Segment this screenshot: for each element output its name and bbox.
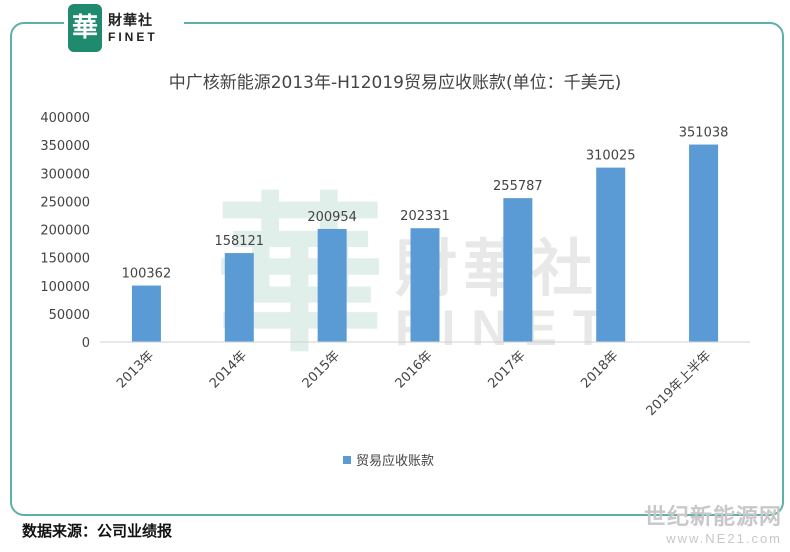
y-tick-label: 400000 bbox=[40, 111, 90, 126]
logo-seal: 華 bbox=[68, 4, 102, 52]
x-axis: 2013年 2014年 2015年 2016年 2017年 2018年 2019年上半年 bbox=[100, 341, 750, 419]
legend-swatch bbox=[343, 456, 351, 464]
y-tick-label: 200000 bbox=[40, 224, 90, 239]
bar bbox=[503, 198, 533, 342]
bar-data-label: 255787 bbox=[493, 179, 543, 194]
corner-watermark-url: www.NE21.com bbox=[666, 531, 782, 546]
bar bbox=[410, 228, 440, 342]
data-source: 数据来源：公司业绩报 bbox=[22, 522, 173, 540]
bar-data-label: 100362 bbox=[122, 267, 172, 282]
y-axis: 0 50000 100000 150000 200000 250000 300000 3500… bbox=[40, 111, 90, 351]
chart-title: 中广核新能源2013年-H12019贸易应收账款(单位：千美元) bbox=[169, 73, 622, 93]
corner-watermark-cn: 世纪新能源网 bbox=[643, 505, 782, 530]
logo-brand-en: FINET bbox=[108, 30, 158, 44]
bar bbox=[689, 144, 719, 342]
bar bbox=[224, 253, 254, 342]
finet-logo: 華 財華社 FINET bbox=[64, 4, 184, 56]
y-tick-label: 150000 bbox=[40, 252, 90, 267]
logo-brand-cn: 財華社 bbox=[108, 13, 153, 29]
legend-label: 贸易应收账款 bbox=[356, 453, 434, 469]
y-tick-label: 0 bbox=[82, 336, 90, 351]
corner-watermark: 世纪新能源网 www.NE21.com bbox=[644, 499, 782, 546]
y-tick-label: 50000 bbox=[49, 308, 90, 323]
chart-frame bbox=[10, 22, 784, 516]
x-tick-label: 2013年 bbox=[114, 348, 157, 391]
bar-data-label: 351038 bbox=[679, 126, 729, 141]
bar-data-label: 202331 bbox=[400, 209, 450, 224]
y-tick-label: 350000 bbox=[40, 139, 90, 154]
bar-data-label: 158121 bbox=[214, 234, 264, 249]
bar-data-label: 310025 bbox=[586, 149, 636, 164]
bars: 100362 158121 200954 202331 255787 310025 3510… bbox=[122, 126, 729, 342]
y-tick-label: 250000 bbox=[40, 195, 90, 210]
x-tick-label: 2019年上半年 bbox=[644, 348, 715, 419]
bar bbox=[131, 285, 161, 342]
bar bbox=[317, 228, 347, 342]
y-tick-label: 100000 bbox=[40, 280, 90, 295]
bar bbox=[596, 167, 626, 342]
bar-data-label: 200954 bbox=[307, 210, 357, 225]
y-tick-label: 300000 bbox=[40, 167, 90, 182]
legend: 贸易应收账款 bbox=[343, 453, 434, 469]
